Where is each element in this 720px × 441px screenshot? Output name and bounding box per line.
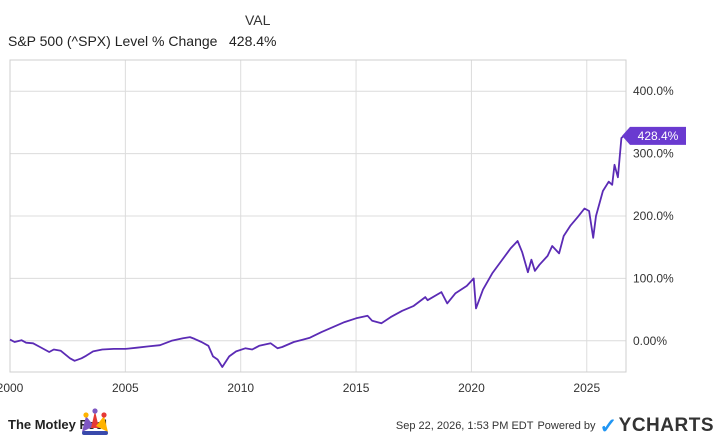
y-tick-label: 0.00%: [633, 334, 667, 348]
y-tick-label: 300.0%: [633, 147, 674, 161]
motley-fool-branding[interactable]: The Motley Fool: [8, 408, 218, 438]
legend-series-name[interactable]: S&P 500 (^SPX) Level % Change: [8, 33, 218, 49]
chart-footer-right: Sep 22, 2026, 1:53 PM EDT Powered by ✓ Y…: [396, 414, 714, 438]
y-axis: 0.00% 100.0% 200.0% 300.0% 400.0%: [633, 84, 674, 348]
last-value-badge-shape: [622, 126, 686, 145]
x-tick-label: 2010: [227, 381, 254, 395]
ycharts-y-icon: ✓: [599, 414, 618, 438]
motley-fool-logo-text: The Motley Fool: [8, 417, 107, 432]
x-tick-label: 2025: [573, 381, 600, 395]
last-value-badge: 428.4%: [622, 126, 686, 145]
x-tick-label: 2015: [343, 381, 370, 395]
legend-column-header: VAL: [245, 12, 271, 28]
series-line[interactable]: [9, 135, 625, 368]
x-tick-label: 2020: [458, 381, 485, 395]
ycharts-logo-text: YCHARTS: [618, 415, 714, 436]
plot-border: [9, 59, 627, 373]
y-tick-label: 400.0%: [633, 84, 674, 98]
x-axis: 2000 2005 2010 2015 2020 2025: [0, 381, 600, 395]
y-tick-label: 100.0%: [633, 271, 674, 285]
chart-timestamp: Sep 22, 2026, 1:53 PM EDT: [395, 420, 534, 432]
ycharts-logo[interactable]: ✓ YCHARTS: [600, 414, 714, 439]
jester-hat-icon: [82, 408, 108, 435]
chart-gridlines: [9, 60, 626, 372]
last-value-label: 428.4%: [638, 129, 679, 143]
line-chart[interactable]: 2000 2005 2010 2015 2020 2025 0.00% 100.0% 200.…: [0, 0, 720, 405]
y-tick-label: 200.0%: [633, 209, 674, 223]
x-tick-label: 2005: [112, 381, 139, 395]
legend-series-value: 428.4%: [229, 33, 277, 49]
powered-by-text: Powered by: [537, 420, 596, 432]
chart-legend: VAL S&P 500 (^SPX) Level % Change 428.4%: [8, 12, 278, 52]
x-tick-label: 2000: [0, 381, 24, 395]
